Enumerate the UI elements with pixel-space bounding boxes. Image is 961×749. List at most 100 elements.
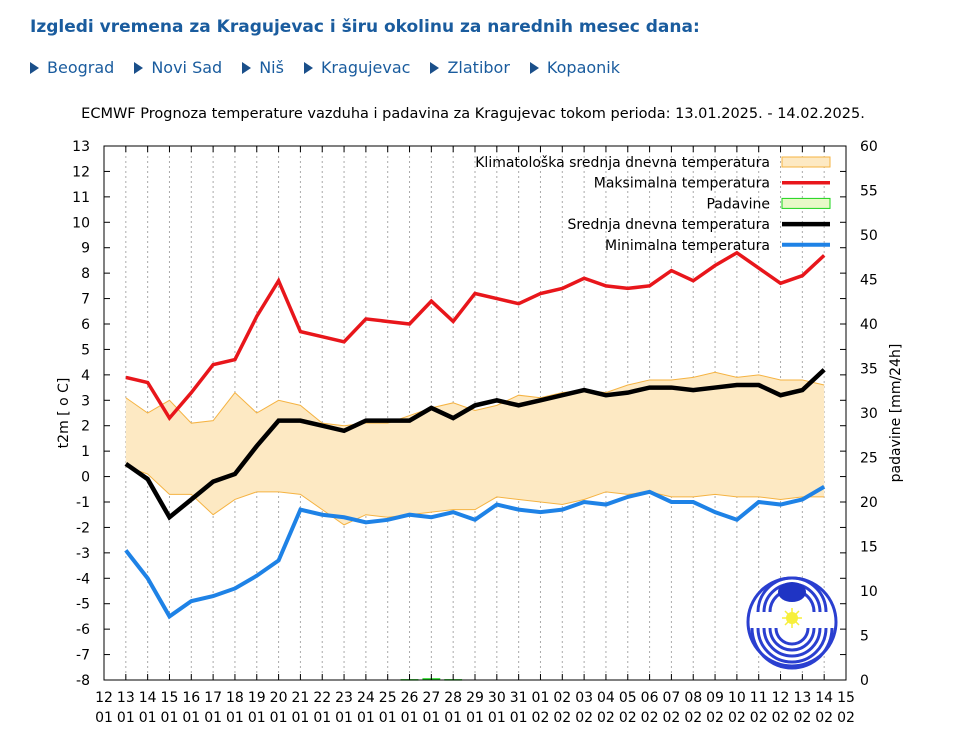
y2-tick-label: 15: [860, 540, 878, 556]
x-tick-label-day: 16: [182, 690, 200, 706]
y2-tick-label: 30: [860, 406, 878, 422]
y-tick-label: -4: [76, 571, 90, 587]
x-tick-label-day: 18: [226, 690, 244, 706]
chart-title: ECMWF Prognoza temperature vazduha i pad…: [81, 106, 865, 122]
x-tick-label-day: 11: [750, 690, 768, 706]
y2-tick-label: 25: [860, 451, 878, 467]
x-tick-label-month: 02: [641, 710, 659, 726]
x-tick-label-month: 01: [95, 710, 113, 726]
y-tick-label: -8: [76, 673, 90, 689]
y-tick-label: 7: [81, 292, 90, 308]
x-tick-label-day: 14: [815, 690, 833, 706]
y2-tick-label: 40: [860, 317, 878, 333]
x-tick-label-month: 01: [488, 710, 506, 726]
nav-link-label: Novi Sad: [151, 58, 223, 77]
x-tick-label-month: 01: [401, 710, 419, 726]
min-temp-line: [124, 485, 826, 620]
arrow-right-icon: [30, 61, 39, 74]
arrow-right-icon: [242, 61, 252, 74]
y-tick-label: -1: [76, 495, 90, 511]
x-tick-label-month: 02: [728, 710, 746, 726]
arrow-right-icon: [134, 61, 144, 74]
x-tick-label-month: 02: [575, 710, 593, 726]
y-tick-label: 8: [81, 266, 90, 282]
city-nav: Beograd Novi Sad Niš Kragujevac Zlatibor…: [30, 58, 640, 77]
y-tick-label: 1: [81, 444, 90, 460]
x-tick-label-month: 02: [793, 710, 811, 726]
y-tick-label: 11: [72, 190, 90, 206]
x-tick-label-day: 15: [161, 690, 179, 706]
nav-link-kragujevac[interactable]: Kragujevac: [303, 58, 410, 77]
x-tick-label-month: 01: [357, 710, 375, 726]
y2-tick-label: 10: [860, 584, 878, 600]
y2-tick-label: 60: [860, 139, 878, 155]
x-tick-label-month: 02: [619, 710, 637, 726]
x-tick-label-month: 01: [226, 710, 244, 726]
x-tick-label-month: 02: [750, 710, 768, 726]
nav-link-label: Zlatibor: [447, 58, 510, 77]
x-tick-label-day: 23: [335, 690, 353, 706]
max-temp-line: [125, 250, 826, 422]
nav-link-nis[interactable]: Niš: [242, 58, 284, 77]
x-tick-label-day: 19: [248, 690, 266, 706]
x-tick-label-day: 03: [575, 690, 593, 706]
x-tick-label-month: 01: [248, 710, 266, 726]
y-tick-label: 3: [81, 393, 90, 409]
x-tick-label-month: 02: [532, 710, 550, 726]
arrow-right-icon: [529, 61, 539, 74]
x-tick-label-day: 22: [313, 690, 331, 706]
nav-link-beograd[interactable]: Beograd: [30, 58, 114, 77]
legend-label: Minimalna temperatura: [605, 238, 770, 254]
x-tick-label-month: 01: [270, 710, 288, 726]
x-tick-label-month: 01: [444, 710, 462, 726]
x-tick-label-day: 25: [379, 690, 397, 706]
y-tick-label: -3: [76, 546, 90, 562]
x-tick-label-month: 01: [335, 710, 353, 726]
x-tick-label-month: 01: [510, 710, 528, 726]
nav-link-label: Beograd: [47, 58, 115, 77]
legend-label: Padavine: [706, 196, 770, 212]
y-tick-label: -2: [76, 520, 90, 536]
x-tick-label-day: 08: [684, 690, 702, 706]
legend-swatch: [781, 156, 831, 168]
y-axis-label: t2m [ o C]: [56, 378, 72, 449]
y-tick-label: -6: [76, 622, 90, 638]
y-tick-label: 10: [72, 215, 90, 231]
x-tick-label-day: 21: [291, 690, 309, 706]
arrow-right-icon: [430, 61, 440, 74]
x-tick-label-day: 14: [139, 690, 157, 706]
legend-label: Maksimalna temperatura: [594, 176, 770, 192]
x-tick-label-month: 02: [684, 710, 702, 726]
x-tick-label-month: 02: [662, 710, 680, 726]
x-tick-label-day: 06: [641, 690, 659, 706]
climatology-lower-line: [125, 465, 825, 526]
x-tick-label-day: 30: [488, 690, 506, 706]
x-tick-label-month: 01: [422, 710, 440, 726]
y-tick-label: 6: [81, 317, 90, 333]
x-tick-label-day: 01: [532, 690, 550, 706]
nav-link-kopaonik[interactable]: Kopaonik: [529, 58, 620, 77]
x-tick-label-day: 13: [793, 690, 811, 706]
nav-link-novi-sad[interactable]: Novi Sad: [134, 58, 222, 77]
x-tick-label-month: 02: [597, 710, 615, 726]
forecast-chart: ECMWF Prognoza temperature vazduha i pad…: [56, 106, 904, 726]
x-tick-label-day: 29: [466, 690, 484, 706]
x-tick-label-day: 28: [444, 690, 462, 706]
arrow-right-icon: [303, 61, 313, 74]
nav-link-zlatibor[interactable]: Zlatibor: [430, 58, 510, 77]
y-tick-label: 0: [81, 470, 90, 486]
institute-logo: [746, 576, 838, 670]
x-tick-label-day: 07: [662, 690, 680, 706]
x-tick-label-month: 02: [706, 710, 724, 726]
x-tick-label-month: 01: [139, 710, 157, 726]
x-tick-label-month: 01: [117, 710, 135, 726]
x-tick-label-month: 01: [182, 710, 200, 726]
y2-tick-label: 55: [860, 184, 878, 200]
y-tick-label: 13: [72, 139, 90, 155]
x-tick-label-day: 05: [619, 690, 637, 706]
x-tick-label-day: 15: [837, 690, 855, 706]
x-tick-label-month: 01: [161, 710, 179, 726]
climatology-band: [125, 372, 825, 525]
x-tick-label-day: 12: [95, 690, 113, 706]
y-tick-label: 9: [81, 241, 90, 257]
